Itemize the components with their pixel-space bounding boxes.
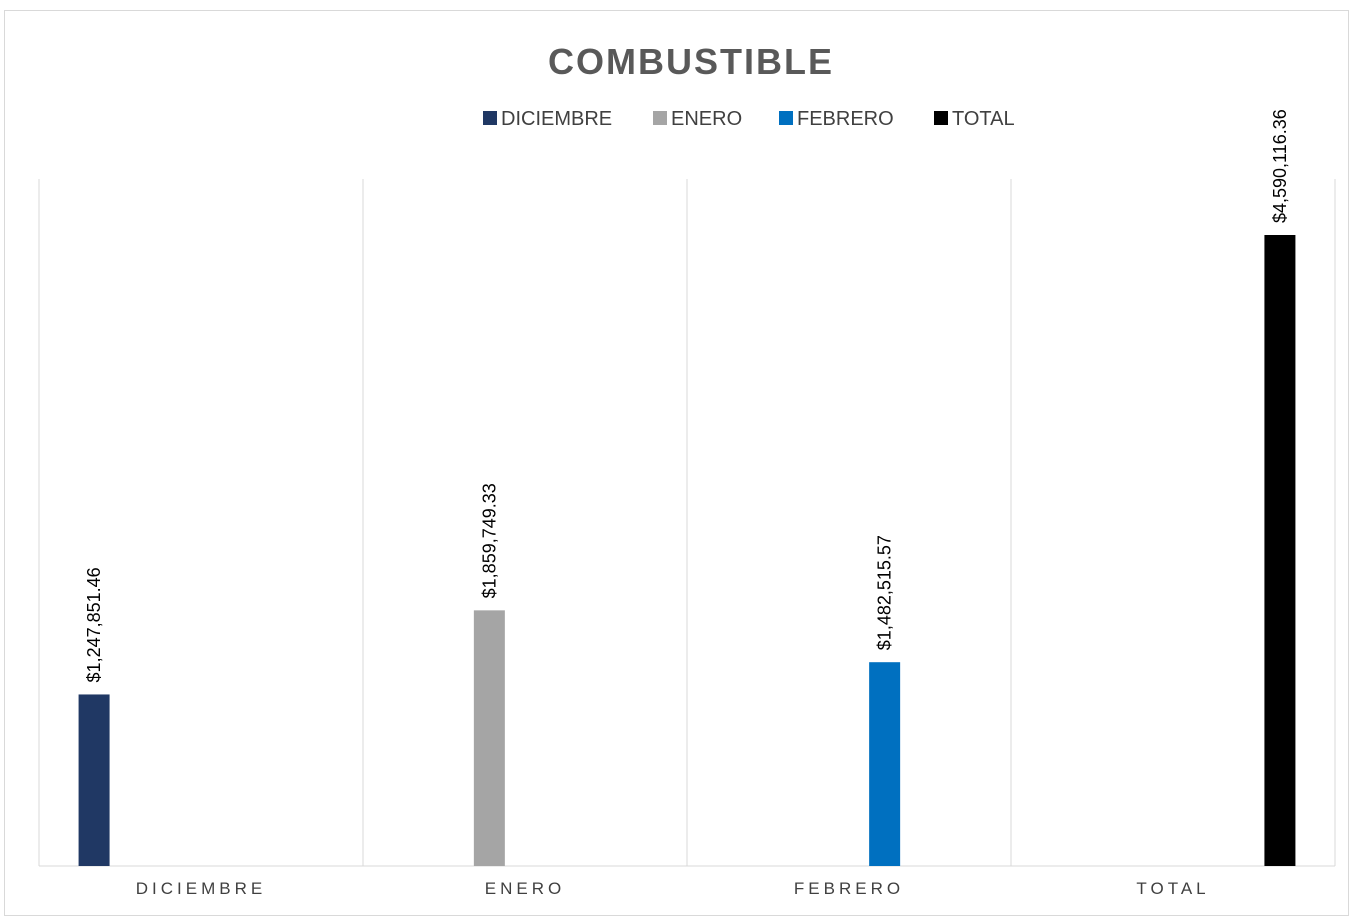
data-label: $4,590,116.36 (1270, 109, 1290, 223)
legend-label: TOTAL (952, 108, 1015, 130)
x-tick-label: ENERO (485, 879, 565, 898)
bars (78, 235, 1296, 866)
legend-label: DICIEMBRE (501, 108, 612, 130)
x-tick-label: FEBRERO (794, 879, 904, 898)
legend: DICIEMBRE ENERO FEBRERO TOTAL (483, 108, 1015, 130)
category-gridlines (38, 179, 1336, 867)
x-axis-ticks: DICIEMBRE ENERO FEBRERO TOTAL (136, 879, 1209, 898)
bar-febrero (869, 662, 901, 866)
data-labels: $1,247,851.46 $1,859,749.33 $1,482,515.57 $… (84, 109, 1290, 682)
data-label: $1,859,749.33 (479, 483, 499, 598)
legend-swatch (483, 111, 497, 125)
legend-swatch (779, 111, 793, 125)
chart-frame: COMBUSTIBLE DICIEMBRE ENERO FEBRERO TOTAL $… (4, 10, 1349, 916)
bar-enero (473, 610, 505, 866)
bar-diciembre (78, 694, 110, 866)
data-label: $1,247,851.46 (84, 567, 104, 682)
data-label: $1,482,515.57 (875, 535, 895, 650)
x-tick-label: DICIEMBRE (136, 879, 266, 898)
legend-swatch (934, 111, 948, 125)
chart-title: COMBUSTIBLE (548, 41, 834, 82)
legend-label: FEBRERO (797, 108, 894, 130)
bar-total (1264, 235, 1296, 866)
legend-label: ENERO (671, 108, 742, 130)
x-tick-label: TOTAL (1136, 879, 1209, 898)
legend-swatch (653, 111, 667, 125)
chart-svg: COMBUSTIBLE DICIEMBRE ENERO FEBRERO TOTAL $… (38, 41, 1336, 898)
